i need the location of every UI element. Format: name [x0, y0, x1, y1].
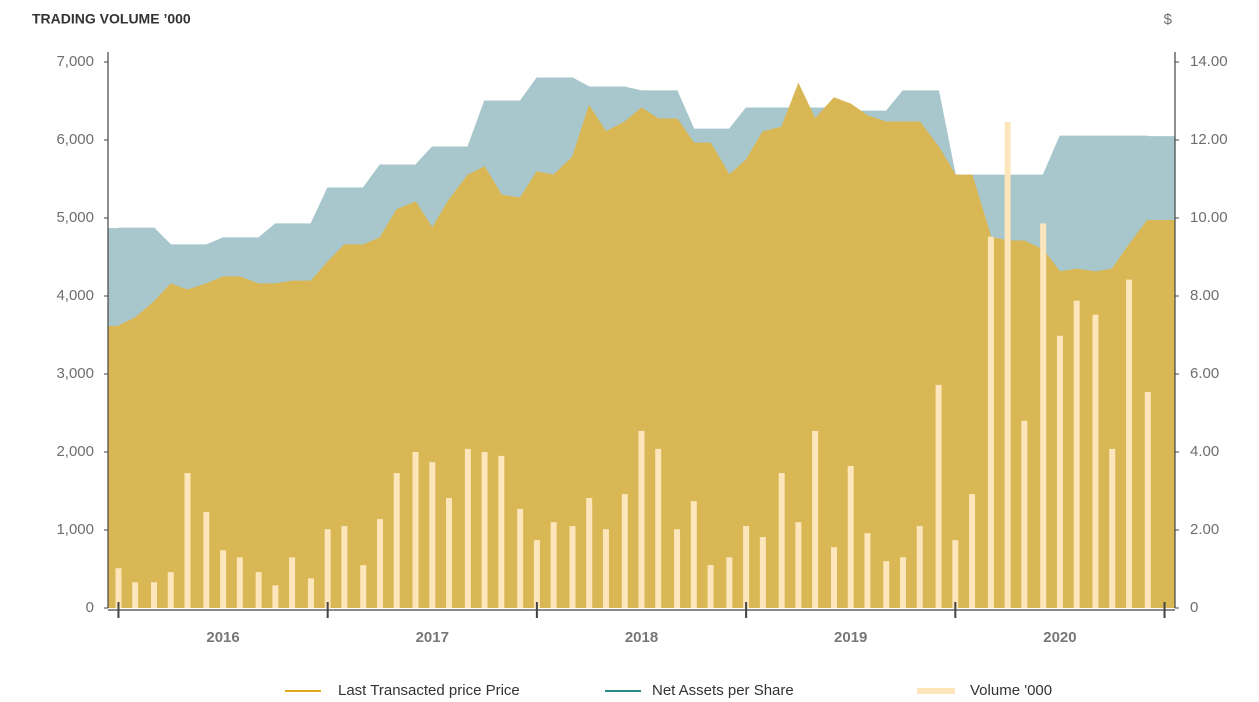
- bar: [969, 494, 976, 608]
- bar: [429, 462, 436, 608]
- bar: [132, 582, 139, 608]
- bar: [393, 473, 400, 608]
- bar: [533, 540, 540, 608]
- y-tick-label: 6,000: [56, 131, 94, 148]
- bar: [1144, 391, 1151, 608]
- chart-title: TRADING VOLUME ’000: [32, 11, 191, 27]
- bar: [621, 494, 628, 608]
- legend-label: Last Transacted price Price: [338, 682, 520, 699]
- x-tick-label: 2016: [206, 629, 239, 646]
- y-tick-label: 4,000: [56, 287, 94, 304]
- y2-tick-label: 14.00: [1190, 53, 1228, 70]
- bar: [586, 498, 593, 608]
- bar: [674, 529, 681, 608]
- bar: [203, 512, 210, 608]
- areas: [108, 77, 1175, 609]
- y-tick-label: 1,000: [56, 521, 94, 538]
- bar: [1092, 314, 1099, 608]
- legend-label: Net Assets per Share: [652, 682, 794, 699]
- bar: [690, 501, 697, 608]
- area-line: [118, 82, 1149, 327]
- bar: [1073, 300, 1080, 608]
- bar: [550, 522, 557, 608]
- y2-tick-label: 2.00: [1190, 521, 1219, 538]
- bar: [498, 455, 505, 608]
- bar: [481, 452, 488, 608]
- bar: [916, 526, 923, 608]
- y-tick-label: 5,000: [56, 209, 94, 226]
- bar: [324, 529, 331, 608]
- bar: [1109, 448, 1116, 608]
- bar: [167, 572, 174, 608]
- bar: [900, 557, 907, 608]
- bar: [184, 473, 191, 608]
- bar: [464, 448, 471, 608]
- area-fill: [108, 83, 1175, 609]
- y-tick-label: 2,000: [56, 443, 94, 460]
- bar: [115, 568, 122, 608]
- y-tick-label: 3,000: [56, 365, 94, 382]
- bar: [759, 537, 766, 608]
- x-tick-label: 2020: [1043, 629, 1076, 646]
- bars: [115, 122, 1151, 608]
- bar: [795, 522, 802, 608]
- bar: [847, 466, 854, 608]
- bar: [446, 498, 453, 608]
- bar: [778, 473, 785, 608]
- bar: [151, 582, 158, 608]
- y-tick-label: 0: [86, 599, 94, 616]
- bar: [307, 578, 314, 608]
- y2-tick-label: 4.00: [1190, 443, 1219, 460]
- legend-label: Volume '000: [970, 682, 1052, 699]
- bar: [220, 550, 227, 608]
- bar: [707, 565, 714, 608]
- bar: [569, 526, 576, 608]
- area-line: [118, 77, 1148, 246]
- bar: [376, 519, 383, 608]
- y2-tick-label: 0: [1190, 599, 1198, 616]
- bar: [272, 585, 279, 608]
- bar: [726, 557, 733, 608]
- bar: [255, 572, 262, 608]
- bar: [1021, 420, 1028, 608]
- y-tick-label: 7,000: [56, 53, 94, 70]
- bar: [935, 384, 942, 608]
- x-tick-label: 2019: [834, 629, 867, 646]
- y2-tick-label: 10.00: [1190, 209, 1228, 226]
- bar: [1040, 223, 1047, 608]
- bar: [517, 508, 524, 608]
- bar: [412, 452, 419, 608]
- y2-tick-label: 8.00: [1190, 287, 1219, 304]
- x-tick-label: 2017: [416, 629, 449, 646]
- y2-axis-label: $: [1164, 11, 1173, 28]
- bar: [289, 557, 296, 608]
- bar: [1004, 122, 1011, 608]
- bar: [602, 529, 609, 608]
- y2-tick-label: 6.00: [1190, 365, 1219, 382]
- bar: [987, 236, 994, 608]
- bar: [236, 557, 243, 608]
- bar: [1056, 335, 1063, 608]
- y2-tick-label: 12.00: [1190, 131, 1228, 148]
- bar: [812, 430, 819, 608]
- bar: [864, 533, 871, 608]
- bar: [655, 448, 662, 608]
- bar: [341, 526, 348, 608]
- bar: [360, 565, 367, 608]
- x-tick-label: 2018: [625, 629, 658, 646]
- bar: [638, 430, 645, 608]
- bar: [1125, 279, 1132, 608]
- bar: [830, 547, 837, 608]
- bar: [743, 526, 750, 608]
- bar: [952, 540, 959, 608]
- bar: [883, 561, 890, 608]
